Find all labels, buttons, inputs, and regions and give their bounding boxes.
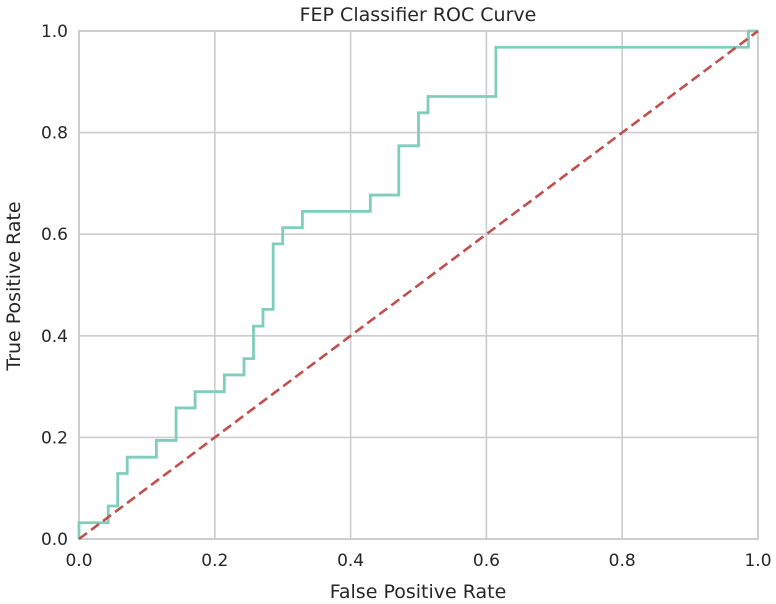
y-tick-label: 1.0 bbox=[41, 22, 68, 42]
plot-frame bbox=[78, 30, 759, 540]
tick-labels: 0.0 0.2 0.4 0.6 0.8 1.0 0.0 0.2 0.4 0.6 0.8 1.0 bbox=[41, 22, 772, 571]
y-tick-label: 0.8 bbox=[41, 124, 68, 144]
x-tick-label: 1.0 bbox=[744, 551, 771, 571]
x-tick-label: 0.0 bbox=[65, 551, 92, 571]
x-tick-label: 0.6 bbox=[473, 551, 500, 571]
x-tick-label: 0.8 bbox=[609, 551, 636, 571]
chart-title: FEP Classifier ROC Curve bbox=[300, 4, 537, 26]
x-tick-label: 0.2 bbox=[201, 551, 228, 571]
series-layer bbox=[77, 29, 759, 541]
y-axis-label: True Positive Rate bbox=[3, 201, 25, 371]
y-tick-label: 0.0 bbox=[41, 530, 68, 550]
y-tick-label: 0.4 bbox=[41, 327, 68, 347]
y-tick-label: 0.2 bbox=[41, 428, 68, 448]
chance-line bbox=[78, 29, 759, 541]
x-axis-label: False Positive Rate bbox=[330, 581, 507, 603]
y-tick-label: 0.6 bbox=[41, 225, 68, 245]
roc-curve bbox=[77, 29, 758, 539]
x-tick-label: 0.4 bbox=[337, 551, 364, 571]
